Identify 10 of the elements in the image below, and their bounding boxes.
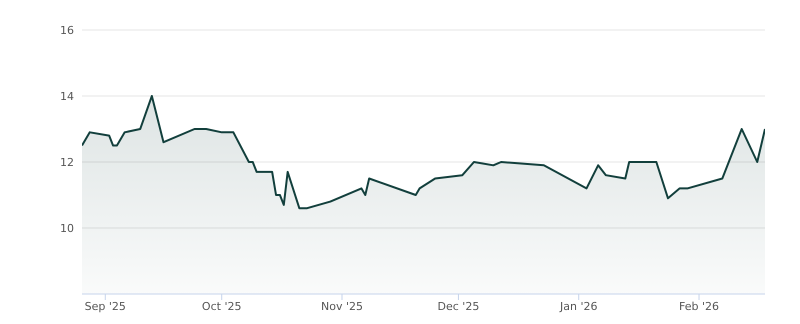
- x-tick-label: Sep '25: [84, 300, 126, 313]
- y-tick-label: 16: [60, 24, 74, 37]
- x-tick-label: Oct '25: [202, 300, 242, 313]
- x-tick-label: Jan '26: [558, 300, 598, 313]
- x-tick-label: Dec '25: [438, 300, 480, 313]
- x-tick-label: Feb '26: [679, 300, 720, 313]
- y-tick-label: 14: [60, 90, 74, 103]
- y-tick-label: 10: [60, 222, 74, 235]
- x-tick-label: Nov '25: [321, 300, 364, 313]
- y-tick-label: 12: [60, 156, 74, 169]
